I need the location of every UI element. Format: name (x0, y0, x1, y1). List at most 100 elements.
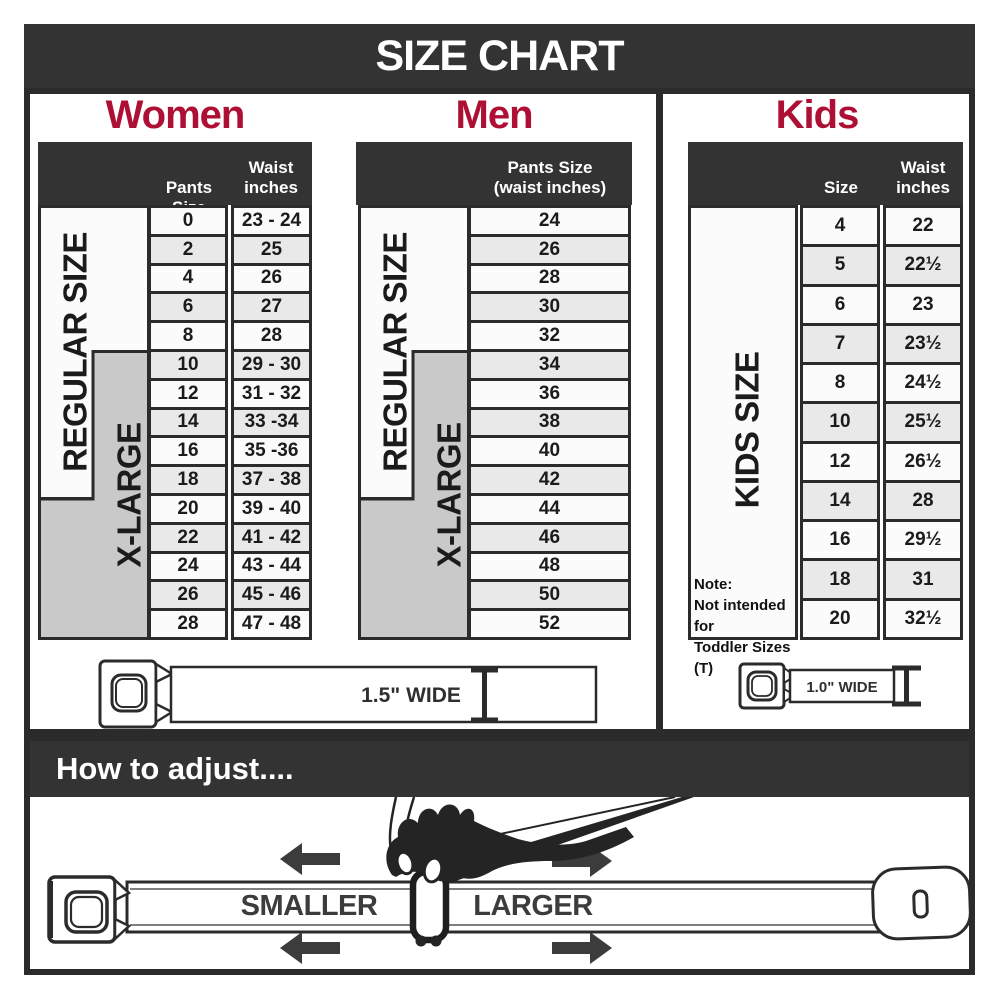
table-cell: 34 (468, 348, 631, 381)
kids-waist-header-line2: inches (896, 178, 950, 197)
kids-note-line3: Toddler Sizes (T) (694, 639, 791, 677)
table-cell: 22 (883, 205, 963, 248)
men-heading: Men (455, 93, 534, 137)
kids-size-label: KIDS SIZE (729, 352, 766, 509)
table-cell: 26 (231, 262, 312, 295)
table-cell: 35 -36 (231, 435, 312, 468)
title-banner: SIZE CHART (24, 24, 975, 88)
belt-tip (871, 865, 969, 941)
belt-strap (788, 668, 896, 704)
table-cell: 28 (468, 262, 631, 295)
kids-waist-column: 22 22½ 23 23½ 24½ 25½ 26½ 28 29½ 31 32½ (883, 205, 963, 640)
adjust-illustration: SMALLER LARGER (47, 797, 969, 964)
table-cell: 52 (468, 608, 631, 640)
width-measure-icon (892, 665, 921, 707)
kids-note: Note: Not intended for Toddler Sizes (T) (694, 574, 796, 679)
page-title: SIZE CHART (375, 32, 625, 80)
kids-heading: Kids (775, 93, 860, 137)
table-cell: 12 (148, 377, 228, 410)
table-cell: 25 (231, 233, 312, 266)
arrow-left-top-icon (280, 843, 340, 875)
kids-note-line1: Note: (694, 576, 733, 593)
table-cell: 28 (231, 320, 312, 352)
table-cell: 44 (468, 492, 631, 525)
table-cell: 14 (148, 406, 228, 439)
table-cell: 32 (468, 320, 631, 352)
adjust-banner: How to adjust.... (30, 741, 969, 797)
men-table-header (356, 142, 632, 205)
arrow-right-bottom-icon (552, 932, 612, 964)
women-size-group-labels: REGULAR SIZE X-LARGE (38, 205, 150, 640)
men-regular-size-label: REGULAR SIZE (377, 232, 414, 472)
adjust-heading: How to adjust.... (56, 751, 294, 786)
table-cell: 6 (148, 291, 228, 324)
table-cell: 31 - 32 (231, 377, 312, 410)
table-cell: 23½ (883, 322, 963, 366)
arrow-left-bottom-icon (280, 932, 340, 964)
kids-waist-header-line1: Waist (900, 158, 946, 177)
men-size-group-labels: REGULAR SIZE X-LARGE (358, 205, 470, 640)
table-cell: 48 (468, 550, 631, 583)
women-pants-size-column: 0 2 4 6 8 10 12 14 16 18 20 22 24 26 28 (148, 205, 228, 640)
table-cell: 12 (800, 440, 880, 483)
table-cell: 24 (148, 550, 228, 583)
table-cell: 8 (800, 362, 880, 405)
table-cell: 26 (468, 233, 631, 266)
table-cell: 26½ (883, 440, 963, 483)
table-cell: 31 (883, 558, 963, 601)
table-cell: 24 (468, 205, 631, 237)
table-cell: 10 (800, 401, 880, 444)
table-cell: 38 (468, 406, 631, 439)
table-cell: 50 (468, 579, 631, 612)
table-cell: 18 (800, 558, 880, 601)
table-cell: 32½ (883, 597, 963, 640)
kids-waist-header: Waist inches (882, 158, 964, 198)
women-heading: Women (105, 93, 246, 137)
kids-belt-illustration: 1.0" WIDE (738, 662, 921, 710)
men-header-line2: (waist inches) (493, 178, 607, 197)
hand-illustration (386, 797, 694, 884)
kids-belt-width-label: 1.0" WIDE (806, 679, 877, 696)
women-waist-column: 23 - 24 25 26 27 28 29 - 30 31 - 32 33 -34 35 -3… (231, 205, 312, 640)
table-cell: 22 (148, 521, 228, 554)
table-cell: 14 (800, 479, 880, 523)
kids-note-line2: Not intended for (694, 597, 786, 635)
women-table-header (38, 142, 312, 205)
seatbelt-buckle-icon (47, 875, 132, 944)
table-cell: 36 (468, 377, 631, 410)
kids-size-box (688, 205, 798, 640)
panel-divider (656, 88, 663, 735)
women-regular-size-label: REGULAR SIZE (57, 232, 94, 472)
table-cell: 29½ (883, 519, 963, 562)
table-cell: 27 (231, 291, 312, 324)
kids-size-column: 4 5 6 7 8 10 12 14 16 18 20 (800, 205, 880, 640)
table-cell: 22½ (883, 244, 963, 287)
table-cell: 33 -34 (231, 406, 312, 439)
table-cell: 16 (148, 435, 228, 468)
table-cell: 7 (800, 322, 880, 366)
women-waist-header-line1: Waist (248, 158, 294, 177)
table-cell: 30 (468, 291, 631, 324)
women-waist-header-line2: inches (244, 178, 298, 197)
table-cell: 28 (148, 608, 228, 640)
women-waist-header: Waist inches (230, 158, 312, 198)
men-header-line1: Pants Size (507, 158, 593, 177)
seatbelt-buckle-icon (98, 659, 175, 729)
kids-table-header (688, 142, 963, 205)
table-cell: 20 (800, 597, 880, 640)
table-cell: 0 (148, 205, 228, 237)
table-cell: 39 - 40 (231, 492, 312, 525)
table-cell: 37 - 38 (231, 464, 312, 496)
table-cell: 47 - 48 (231, 608, 312, 640)
table-cell: 18 (148, 464, 228, 496)
table-cell: 4 (800, 205, 880, 248)
table-cell: 28 (883, 479, 963, 523)
table-cell: 40 (468, 435, 631, 468)
table-cell: 23 (883, 283, 963, 326)
men-pants-size-column: 24 26 28 30 32 34 36 38 40 42 44 46 48 50 52 (468, 205, 631, 640)
larger-label: LARGER (473, 890, 593, 922)
table-cell: 46 (468, 521, 631, 554)
table-cell: 24½ (883, 362, 963, 405)
table-cell: 2 (148, 233, 228, 266)
